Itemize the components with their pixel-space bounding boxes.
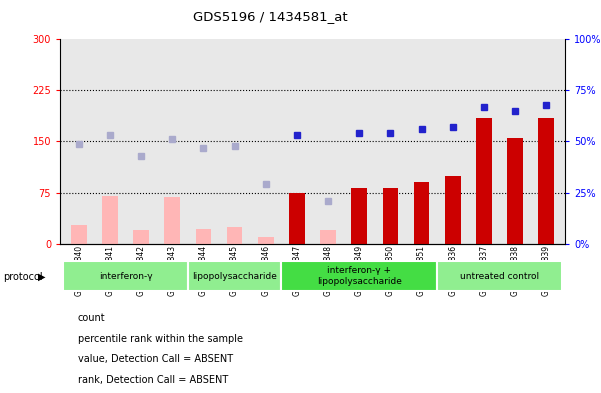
- Bar: [165, 197, 180, 244]
- Text: count: count: [78, 313, 105, 323]
- Text: interferon-γ: interferon-γ: [99, 272, 153, 281]
- Bar: [227, 227, 242, 244]
- Bar: [352, 188, 367, 244]
- Text: protocol: protocol: [3, 272, 43, 282]
- Text: GDS5196 / 1434581_at: GDS5196 / 1434581_at: [193, 10, 348, 23]
- Text: ▶: ▶: [38, 272, 45, 282]
- Bar: [102, 196, 118, 244]
- Bar: [414, 182, 429, 244]
- Text: untreated control: untreated control: [460, 272, 539, 281]
- FancyBboxPatch shape: [437, 261, 562, 291]
- Text: lipopolysaccharide: lipopolysaccharide: [192, 272, 277, 281]
- FancyBboxPatch shape: [63, 261, 188, 291]
- Text: interferon-γ +
lipopolysaccharide: interferon-γ + lipopolysaccharide: [317, 266, 401, 286]
- Bar: [320, 230, 336, 244]
- Bar: [445, 176, 460, 244]
- Bar: [476, 118, 492, 244]
- Bar: [289, 193, 305, 244]
- Bar: [71, 224, 87, 244]
- Bar: [383, 188, 398, 244]
- Bar: [133, 230, 149, 244]
- FancyBboxPatch shape: [188, 261, 281, 291]
- Bar: [196, 229, 211, 244]
- FancyBboxPatch shape: [281, 261, 437, 291]
- Text: value, Detection Call = ABSENT: value, Detection Call = ABSENT: [78, 354, 233, 364]
- Bar: [538, 118, 554, 244]
- Bar: [258, 237, 273, 244]
- Bar: [507, 138, 523, 244]
- Text: percentile rank within the sample: percentile rank within the sample: [78, 334, 243, 344]
- Text: rank, Detection Call = ABSENT: rank, Detection Call = ABSENT: [78, 375, 228, 385]
